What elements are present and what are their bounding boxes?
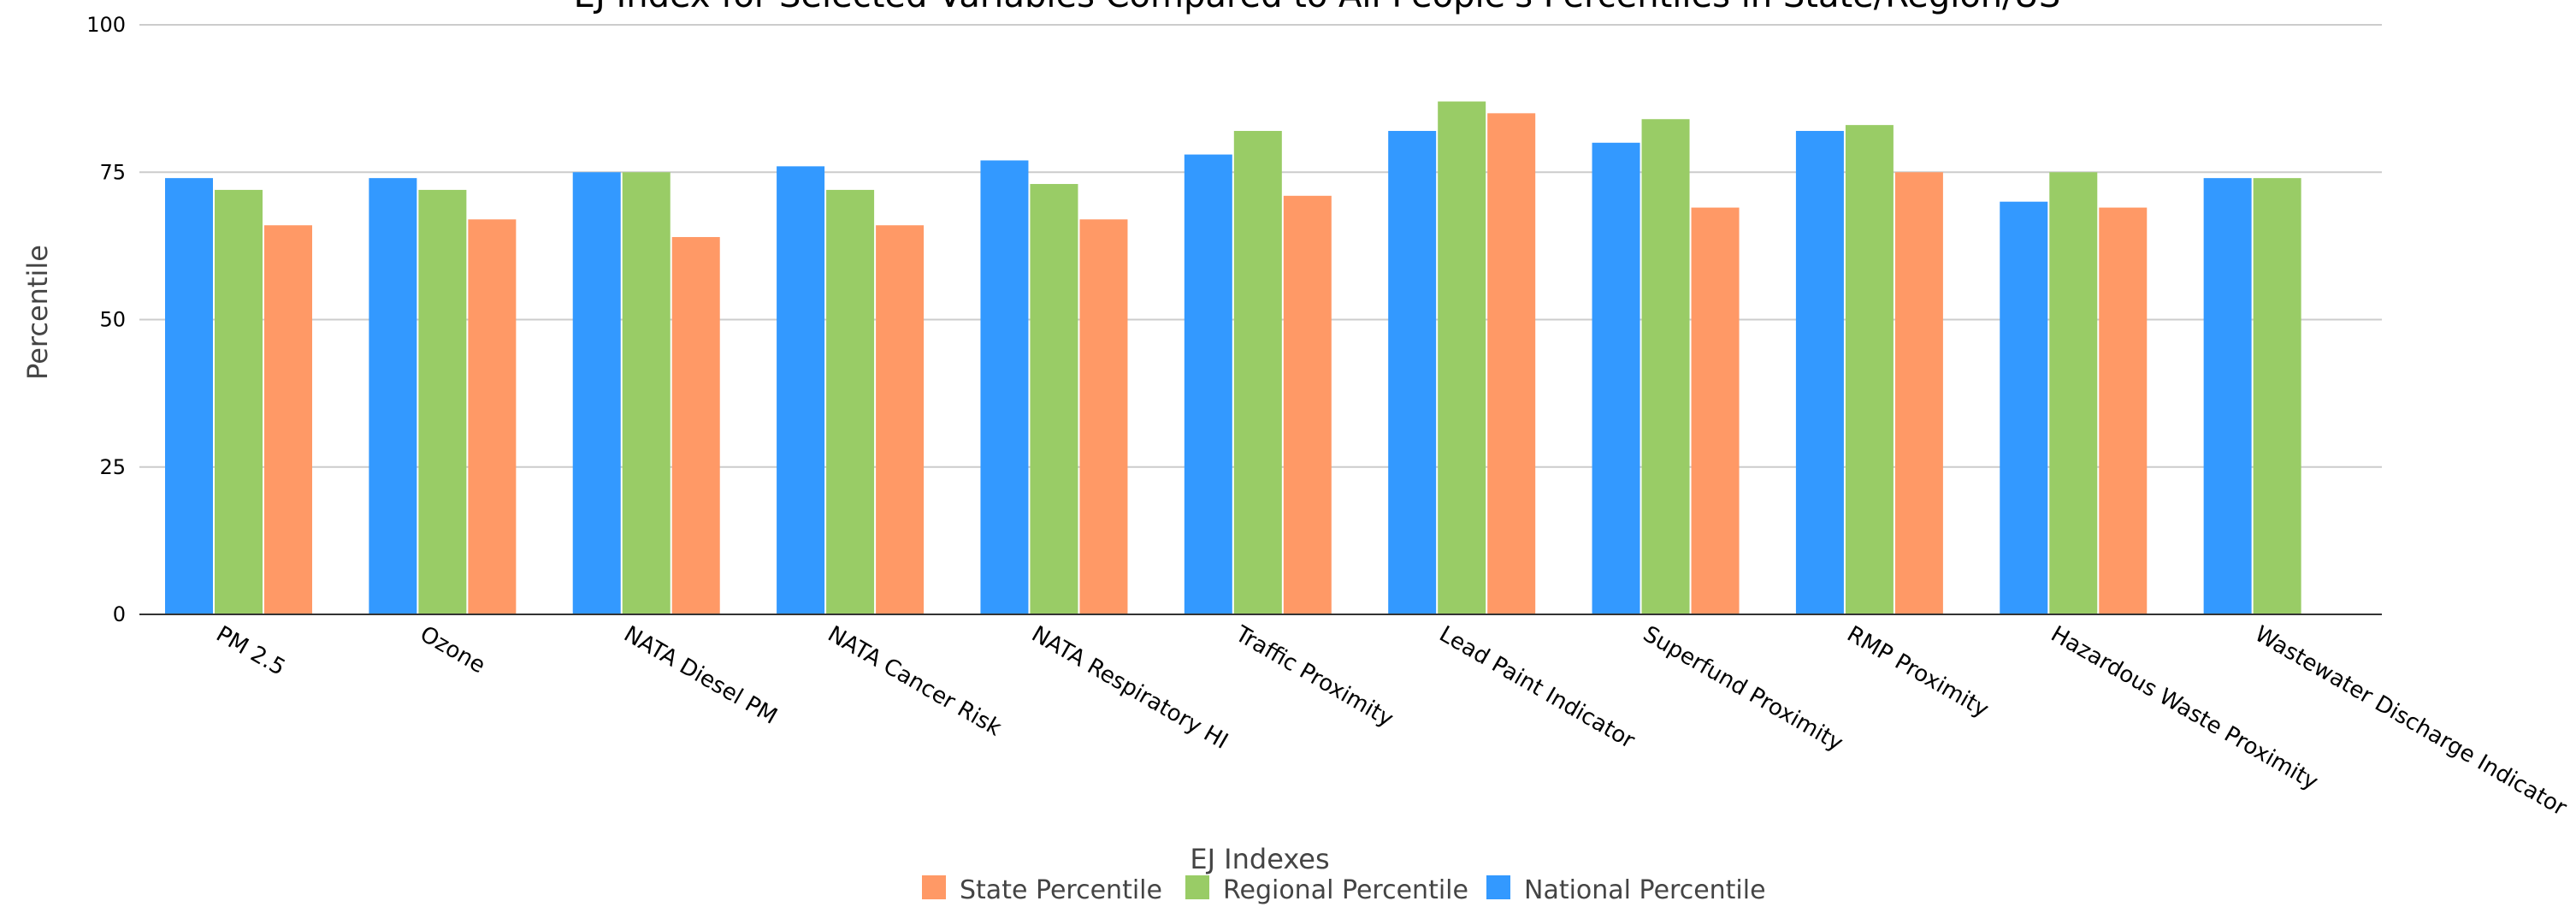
bars xyxy=(165,101,2301,615)
x-tick-label: NATA Diesel PM xyxy=(619,621,782,730)
bar-national-percentile xyxy=(165,178,213,614)
x-tick-labels: PM 2.5 Ozone NATA Diesel PM NATA Cancer Ris… xyxy=(212,621,2572,821)
bar-regional-percentile xyxy=(1438,101,1486,614)
bar-regional-percentile xyxy=(2253,178,2301,614)
bar-regional-percentile xyxy=(1030,184,1078,614)
bar-national-percentile xyxy=(1388,131,1437,614)
bar-regional-percentile xyxy=(826,189,875,615)
y-tick-label: 25 xyxy=(99,455,126,479)
x-tick-label: Ozone xyxy=(416,621,489,679)
x-tick-label: RMP Proximity xyxy=(1842,621,1993,723)
legend-label: National Percentile xyxy=(1524,875,1766,905)
x-tick-label: NATA Respiratory HI xyxy=(1027,621,1232,755)
bar-national-percentile xyxy=(1184,154,1232,614)
bar-regional-percentile xyxy=(215,189,263,615)
bar-regional-percentile xyxy=(1845,125,1894,614)
bar-state-percentile xyxy=(1079,219,1128,614)
legend-swatch xyxy=(922,875,946,899)
bar-state-percentile xyxy=(1487,113,1536,615)
x-axis-title: EJ Indexes xyxy=(1190,843,1329,875)
bar-state-percentile xyxy=(2099,207,2148,614)
chart-title: EJ Index for Selected Variables Compared… xyxy=(574,0,2061,15)
bar-regional-percentile xyxy=(1233,131,1282,614)
legend-swatch xyxy=(1486,875,1510,899)
bar-national-percentile xyxy=(2000,201,2048,614)
y-tick-label: 0 xyxy=(113,602,126,626)
legend-label: State Percentile xyxy=(960,875,1162,905)
bar-state-percentile xyxy=(1283,195,1332,614)
bar-regional-percentile xyxy=(622,172,671,614)
x-tick-label: Lead Paint Indicator xyxy=(1435,621,1640,754)
legend-swatch xyxy=(1185,875,1209,899)
legend: State Percentile Regional Percentile Natio… xyxy=(922,875,1766,905)
bar-national-percentile xyxy=(572,172,621,614)
bar-national-percentile xyxy=(2203,178,2252,614)
bar-national-percentile xyxy=(369,178,417,614)
bar-state-percentile xyxy=(264,225,312,614)
legend-label: Regional Percentile xyxy=(1223,875,1468,905)
bar-regional-percentile xyxy=(2049,172,2098,614)
bar-state-percentile xyxy=(1894,172,1943,614)
y-tick-label: 75 xyxy=(99,160,126,184)
bar-national-percentile xyxy=(1795,131,1844,614)
bar-national-percentile xyxy=(1592,142,1640,615)
x-tick-label: Wastewater Discharge Indicator xyxy=(2250,621,2571,821)
bar-state-percentile xyxy=(671,237,720,614)
y-tick-label: 100 xyxy=(86,13,126,37)
bar-national-percentile xyxy=(980,160,1029,615)
x-tick-label: Traffic Proximity xyxy=(1230,621,1397,732)
bar-state-percentile xyxy=(876,225,925,614)
bar-state-percentile xyxy=(1691,207,1740,614)
x-tick-label: Superfund Proximity xyxy=(1639,621,1847,756)
bar-regional-percentile xyxy=(418,189,467,615)
bar-national-percentile xyxy=(777,166,825,615)
y-axis-title: Percentile xyxy=(21,245,54,380)
x-tick-label: NATA Cancer Risk xyxy=(824,621,1006,741)
x-tick-label: PM 2.5 xyxy=(212,621,290,681)
y-tick-labels: 0 25 50 75 100 xyxy=(86,13,126,626)
bar-state-percentile xyxy=(468,219,517,614)
y-tick-label: 50 xyxy=(99,308,126,332)
bar-regional-percentile xyxy=(1641,119,1690,615)
